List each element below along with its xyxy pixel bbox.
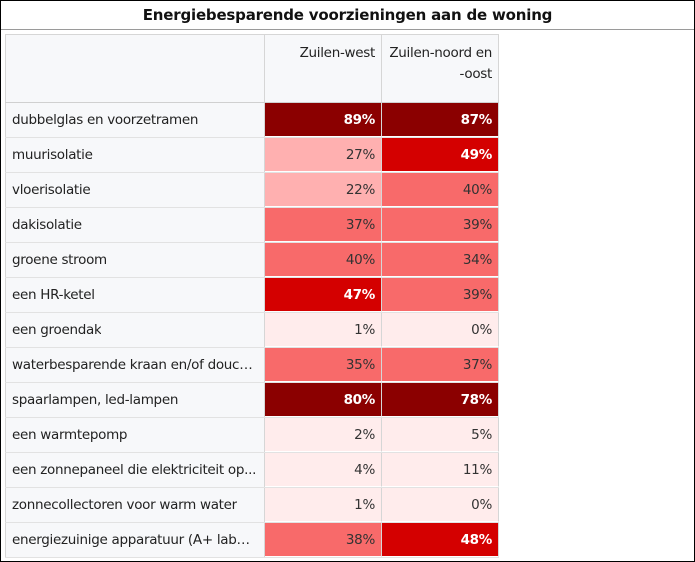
row-label-text: zonnecollectoren voor warm water xyxy=(12,497,237,513)
table-row: een groendak 1% 0% xyxy=(5,313,499,348)
value-cell-zuilen-noord-oost: 5% xyxy=(382,418,499,452)
table-body: dubbelglas en voorzetramen 89% 87% muurisol… xyxy=(5,103,499,558)
table-row: spaarlampen, led-lampen 80% 78% xyxy=(5,383,499,418)
row-label: vloerisolatie xyxy=(5,173,265,207)
row-label-text: waterbesparende kraan en/of douche... xyxy=(12,357,258,373)
value-cell-zuilen-west: 80% xyxy=(265,383,382,417)
table-row: zonnecollectoren voor warm water 1% 0% xyxy=(5,488,499,523)
data-table: Zuilen-west Zuilen-noord en -oost dubbel… xyxy=(5,34,499,558)
header-corner xyxy=(5,35,265,102)
value-cell-zuilen-west: 40% xyxy=(265,243,382,277)
row-label-text: een warmtepomp xyxy=(12,427,128,443)
value-cell-zuilen-noord-oost: 40% xyxy=(382,173,499,207)
value-cell-zuilen-west: 37% xyxy=(265,208,382,242)
table-row: energiezuinige apparatuur (A+ label ... 3… xyxy=(5,523,499,558)
value-cell-zuilen-west: 2% xyxy=(265,418,382,452)
value-cell-zuilen-noord-oost: 49% xyxy=(382,138,499,172)
chart-title: Energiebesparende voorzieningen aan de w… xyxy=(1,1,694,30)
value-cell-zuilen-west: 4% xyxy=(265,453,382,487)
table-row: een warmtepomp 2% 5% xyxy=(5,418,499,453)
value-cell-zuilen-noord-oost: 39% xyxy=(382,278,499,312)
column-header-zuilen-noord-oost[interactable]: Zuilen-noord en -oost xyxy=(382,35,499,102)
value-cell-zuilen-noord-oost: 0% xyxy=(382,313,499,347)
value-cell-zuilen-west: 22% xyxy=(265,173,382,207)
table-row: een zonnepaneel die elektriciteit op... 4… xyxy=(5,453,499,488)
row-label: energiezuinige apparatuur (A+ label ... xyxy=(5,523,265,557)
row-label: een groendak xyxy=(5,313,265,347)
value-cell-zuilen-noord-oost: 48% xyxy=(382,523,499,557)
value-cell-zuilen-west: 35% xyxy=(265,348,382,382)
value-cell-zuilen-west: 89% xyxy=(265,103,382,137)
row-label-text: dakisolatie xyxy=(12,217,82,233)
row-label-text: een groendak xyxy=(12,322,102,338)
row-label-text: spaarlampen, led-lampen xyxy=(12,392,179,408)
value-cell-zuilen-noord-oost: 34% xyxy=(382,243,499,277)
value-cell-zuilen-noord-oost: 37% xyxy=(382,348,499,382)
row-label-text: dubbelglas en voorzetramen xyxy=(12,112,199,128)
value-cell-zuilen-west: 1% xyxy=(265,488,382,522)
value-cell-zuilen-west: 1% xyxy=(265,313,382,347)
row-label-text: groene stroom xyxy=(12,252,107,268)
row-label: zonnecollectoren voor warm water xyxy=(5,488,265,522)
row-label: spaarlampen, led-lampen xyxy=(5,383,265,417)
row-label: muurisolatie xyxy=(5,138,265,172)
row-label: een HR-ketel xyxy=(5,278,265,312)
table-row: dakisolatie 37% 39% xyxy=(5,208,499,243)
value-cell-zuilen-noord-oost: 78% xyxy=(382,383,499,417)
table-row: dubbelglas en voorzetramen 89% 87% xyxy=(5,103,499,138)
row-label: een warmtepomp xyxy=(5,418,265,452)
row-label: waterbesparende kraan en/of douche... xyxy=(5,348,265,382)
value-cell-zuilen-noord-oost: 39% xyxy=(382,208,499,242)
table-row: waterbesparende kraan en/of douche... 35%… xyxy=(5,348,499,383)
value-cell-zuilen-noord-oost: 87% xyxy=(382,103,499,137)
row-label-text: een HR-ketel xyxy=(12,287,95,303)
value-cell-zuilen-noord-oost: 0% xyxy=(382,488,499,522)
row-label: een zonnepaneel die elektriciteit op... xyxy=(5,453,265,487)
row-label-text: energiezuinige apparatuur (A+ label ... xyxy=(12,532,258,548)
table-row: groene stroom 40% 34% xyxy=(5,243,499,278)
value-cell-zuilen-noord-oost: 11% xyxy=(382,453,499,487)
row-label-text: vloerisolatie xyxy=(12,182,91,198)
row-label-text: muurisolatie xyxy=(12,147,93,163)
value-cell-zuilen-west: 47% xyxy=(265,278,382,312)
table-row: muurisolatie 27% 49% xyxy=(5,138,499,173)
row-label: dubbelglas en voorzetramen xyxy=(5,103,265,137)
value-cell-zuilen-west: 27% xyxy=(265,138,382,172)
table-row: een HR-ketel 47% 39% xyxy=(5,278,499,313)
table-header-row: Zuilen-west Zuilen-noord en -oost xyxy=(5,34,499,103)
table-row: vloerisolatie 22% 40% xyxy=(5,173,499,208)
value-cell-zuilen-west: 38% xyxy=(265,523,382,557)
row-label: dakisolatie xyxy=(5,208,265,242)
row-label: groene stroom xyxy=(5,243,265,277)
row-label-text: een zonnepaneel die elektriciteit op... xyxy=(12,462,257,478)
column-header-zuilen-west[interactable]: Zuilen-west xyxy=(265,35,382,102)
